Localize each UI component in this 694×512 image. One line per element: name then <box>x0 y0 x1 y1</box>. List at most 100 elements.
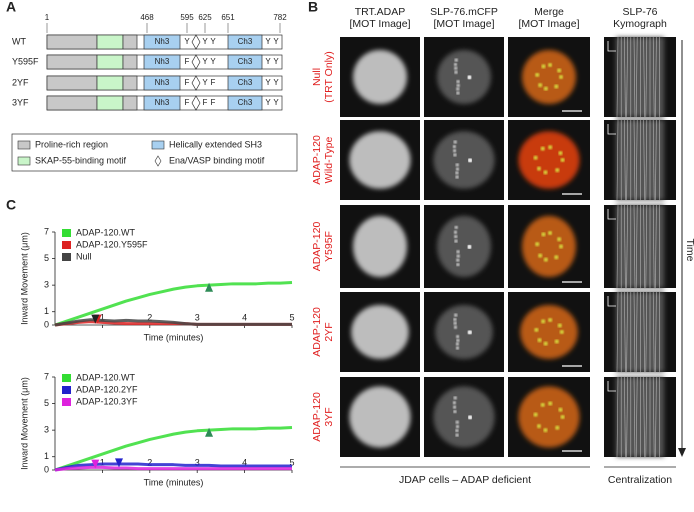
y-tick-label: 1 <box>44 306 49 316</box>
proline-region <box>122 54 138 70</box>
column-header: SLP-76.mCFP <box>430 6 498 18</box>
scale-bar <box>607 41 616 52</box>
cell <box>353 50 407 104</box>
residue: Y <box>202 37 208 46</box>
residue-number: 625 <box>198 13 212 22</box>
kymograph-streak <box>633 119 636 201</box>
cluster <box>455 342 459 346</box>
kymograph-streak <box>633 291 636 373</box>
proline-region <box>46 95 98 111</box>
scale-bar <box>607 296 616 307</box>
cluster <box>454 58 458 62</box>
cell <box>437 215 491 278</box>
scale-bar <box>607 381 616 392</box>
legend-swatch <box>62 229 71 237</box>
panel-label: C <box>6 197 16 213</box>
residue-number: 595 <box>180 13 194 22</box>
cluster <box>541 232 546 237</box>
kymograph-streak <box>645 204 648 289</box>
cell <box>522 215 576 278</box>
skap-motif <box>96 75 124 91</box>
legend-label: Null <box>76 251 92 261</box>
y-axis-label-text: Inward Movement (μm) <box>19 377 29 470</box>
construct-name: 2YF <box>12 77 29 87</box>
residue-number: 782 <box>273 13 287 22</box>
cluster <box>555 425 560 430</box>
cluster <box>456 80 460 84</box>
cluster <box>454 235 458 239</box>
cluster <box>456 84 460 88</box>
legend-swatch <box>17 156 31 166</box>
column-header: [MOT Image] <box>518 18 579 30</box>
kymograph-streak <box>635 376 638 458</box>
cluster <box>453 149 457 153</box>
residue-number: 468 <box>140 13 154 22</box>
residue: Y <box>265 37 271 46</box>
cluster <box>543 428 548 433</box>
kymograph-streak <box>645 376 648 458</box>
ena-vasp-motif <box>191 75 201 91</box>
legend-label: ADAP-120.3YF <box>76 396 138 406</box>
cluster <box>537 338 542 343</box>
legend-label: Proline-rich region <box>35 139 108 149</box>
kymograph-streak <box>626 376 628 458</box>
scale-bar <box>607 209 616 220</box>
cell <box>351 305 409 359</box>
skap-motif <box>96 95 124 111</box>
cluster <box>559 75 563 79</box>
proline-region <box>122 75 138 91</box>
x-tick-label: 2 <box>147 312 152 322</box>
panel-label: A <box>6 0 16 15</box>
kymograph-streak <box>645 119 648 201</box>
kymograph-streak <box>643 204 645 289</box>
kymograph-streak <box>635 204 638 289</box>
cluster <box>468 330 472 334</box>
proline-region <box>46 75 98 91</box>
cluster <box>554 84 559 89</box>
residue: Y <box>265 78 271 87</box>
cluster <box>455 429 459 433</box>
residue-number: 1 <box>45 13 50 22</box>
sh3-domain <box>227 95 263 111</box>
cluster <box>456 91 460 95</box>
domain-label: Ch3 <box>238 37 253 46</box>
cluster <box>455 171 459 175</box>
cluster <box>543 341 548 346</box>
column-header: [MOT Image] <box>433 18 494 30</box>
ena-vasp-motif <box>191 34 201 50</box>
cluster <box>543 170 548 175</box>
kymograph-streak <box>645 291 648 373</box>
kymograph-streak <box>655 291 657 373</box>
row-label: Null (TRT Only) <box>311 51 335 103</box>
legend-swatch <box>62 241 71 249</box>
domain-label: Ch3 <box>238 98 253 107</box>
cluster <box>557 323 562 328</box>
cluster <box>543 257 548 262</box>
row-label-line: ADAP-120 <box>311 392 323 442</box>
domain-label: Ch3 <box>238 57 253 66</box>
cluster <box>453 230 457 234</box>
cluster <box>456 87 460 91</box>
x-tick-label: 1 <box>100 312 105 322</box>
x-tick-label: 5 <box>289 457 294 467</box>
footer: Centralization <box>608 474 672 486</box>
residue: Y <box>273 37 279 46</box>
cell <box>435 305 493 359</box>
cluster <box>454 225 458 229</box>
kymograph-streak <box>652 204 655 289</box>
kymograph-streak <box>643 376 645 458</box>
skap-motif <box>96 34 124 50</box>
kymograph-streak <box>616 204 619 289</box>
sh3-domain <box>143 75 181 91</box>
sh3-domain <box>227 34 263 50</box>
column-header: TRT.ADAP <box>355 6 406 18</box>
kymograph-streak <box>633 36 636 118</box>
legend-label: ADAP-120.Y595F <box>76 239 148 249</box>
cluster <box>554 339 559 344</box>
kymograph-streak <box>624 36 626 118</box>
cluster <box>555 168 560 173</box>
residue: Y <box>265 57 271 66</box>
cluster <box>533 412 538 417</box>
time-label: Time <box>684 239 694 262</box>
cluster <box>454 313 458 317</box>
